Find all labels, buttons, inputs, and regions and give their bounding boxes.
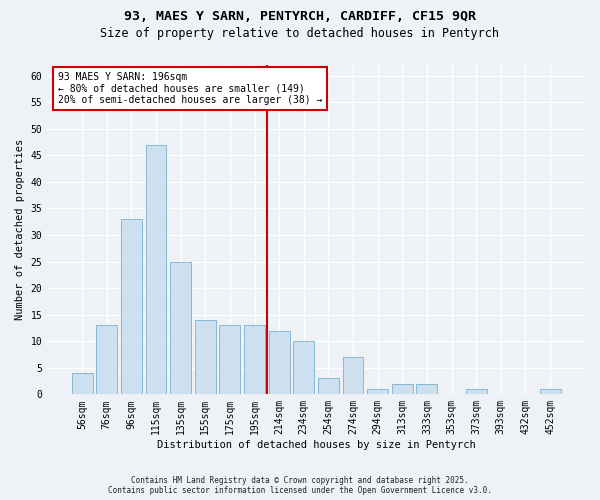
Y-axis label: Number of detached properties: Number of detached properties bbox=[15, 139, 25, 320]
Bar bbox=[269, 330, 290, 394]
Bar bbox=[170, 262, 191, 394]
Bar bbox=[71, 373, 92, 394]
Bar bbox=[416, 384, 437, 394]
Bar bbox=[318, 378, 339, 394]
Text: Size of property relative to detached houses in Pentyrch: Size of property relative to detached ho… bbox=[101, 28, 499, 40]
Bar bbox=[220, 326, 241, 394]
Bar bbox=[343, 357, 364, 395]
Text: 93 MAES Y SARN: 196sqm
← 80% of detached houses are smaller (149)
20% of semi-de: 93 MAES Y SARN: 196sqm ← 80% of detached… bbox=[58, 72, 322, 105]
Bar bbox=[96, 326, 117, 394]
Bar bbox=[367, 389, 388, 394]
Bar bbox=[195, 320, 216, 394]
Bar bbox=[293, 341, 314, 394]
Bar bbox=[392, 384, 413, 394]
Bar bbox=[244, 326, 265, 394]
Bar bbox=[466, 389, 487, 394]
Bar bbox=[121, 219, 142, 394]
Bar bbox=[146, 144, 166, 394]
Text: 93, MAES Y SARN, PENTYRCH, CARDIFF, CF15 9QR: 93, MAES Y SARN, PENTYRCH, CARDIFF, CF15… bbox=[124, 10, 476, 23]
Bar bbox=[539, 389, 560, 394]
X-axis label: Distribution of detached houses by size in Pentyrch: Distribution of detached houses by size … bbox=[157, 440, 475, 450]
Text: Contains HM Land Registry data © Crown copyright and database right 2025.
Contai: Contains HM Land Registry data © Crown c… bbox=[108, 476, 492, 495]
